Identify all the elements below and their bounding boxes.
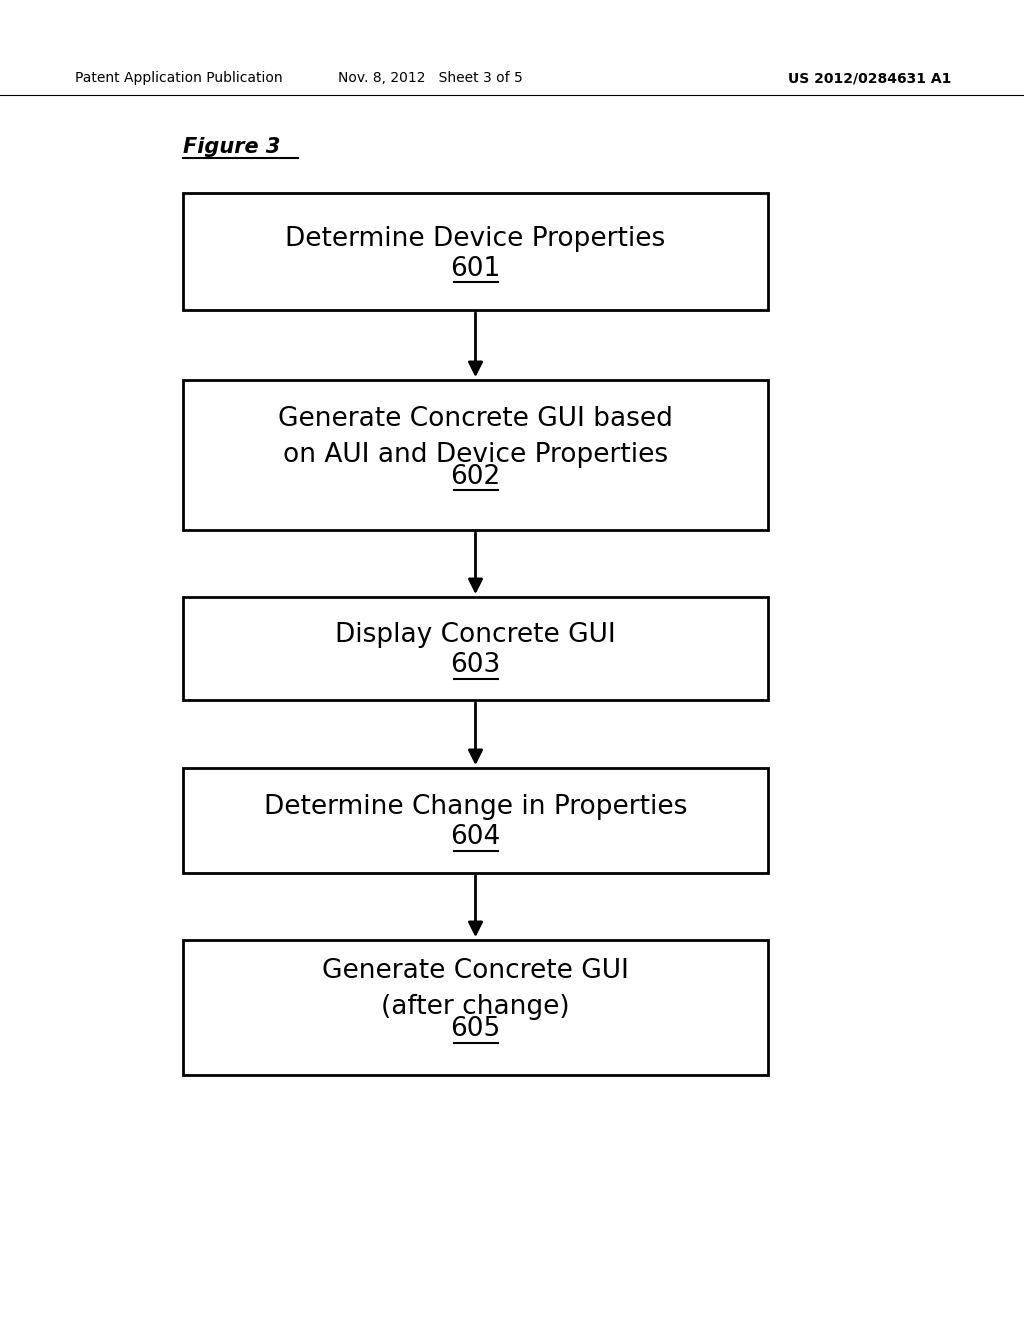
- Bar: [183, 380, 768, 531]
- Text: Generate Concrete GUI based
on AUI and Device Properties: Generate Concrete GUI based on AUI and D…: [279, 407, 673, 469]
- Text: Nov. 8, 2012   Sheet 3 of 5: Nov. 8, 2012 Sheet 3 of 5: [338, 71, 522, 84]
- Text: Generate Concrete GUI
(after change): Generate Concrete GUI (after change): [323, 958, 629, 1020]
- Bar: [183, 193, 768, 310]
- Text: 605: 605: [451, 1016, 501, 1043]
- Bar: [183, 940, 768, 1074]
- Text: 602: 602: [451, 465, 501, 490]
- Text: US 2012/0284631 A1: US 2012/0284631 A1: [788, 71, 951, 84]
- Text: Figure 3: Figure 3: [183, 137, 281, 157]
- Text: 604: 604: [451, 825, 501, 850]
- Text: 601: 601: [451, 256, 501, 281]
- Bar: [183, 768, 768, 873]
- Text: Display Concrete GUI: Display Concrete GUI: [335, 623, 615, 648]
- Text: 603: 603: [451, 652, 501, 678]
- Text: Determine Change in Properties: Determine Change in Properties: [264, 795, 687, 821]
- Text: Patent Application Publication: Patent Application Publication: [75, 71, 283, 84]
- Text: Determine Device Properties: Determine Device Properties: [286, 226, 666, 252]
- Bar: [183, 597, 768, 700]
